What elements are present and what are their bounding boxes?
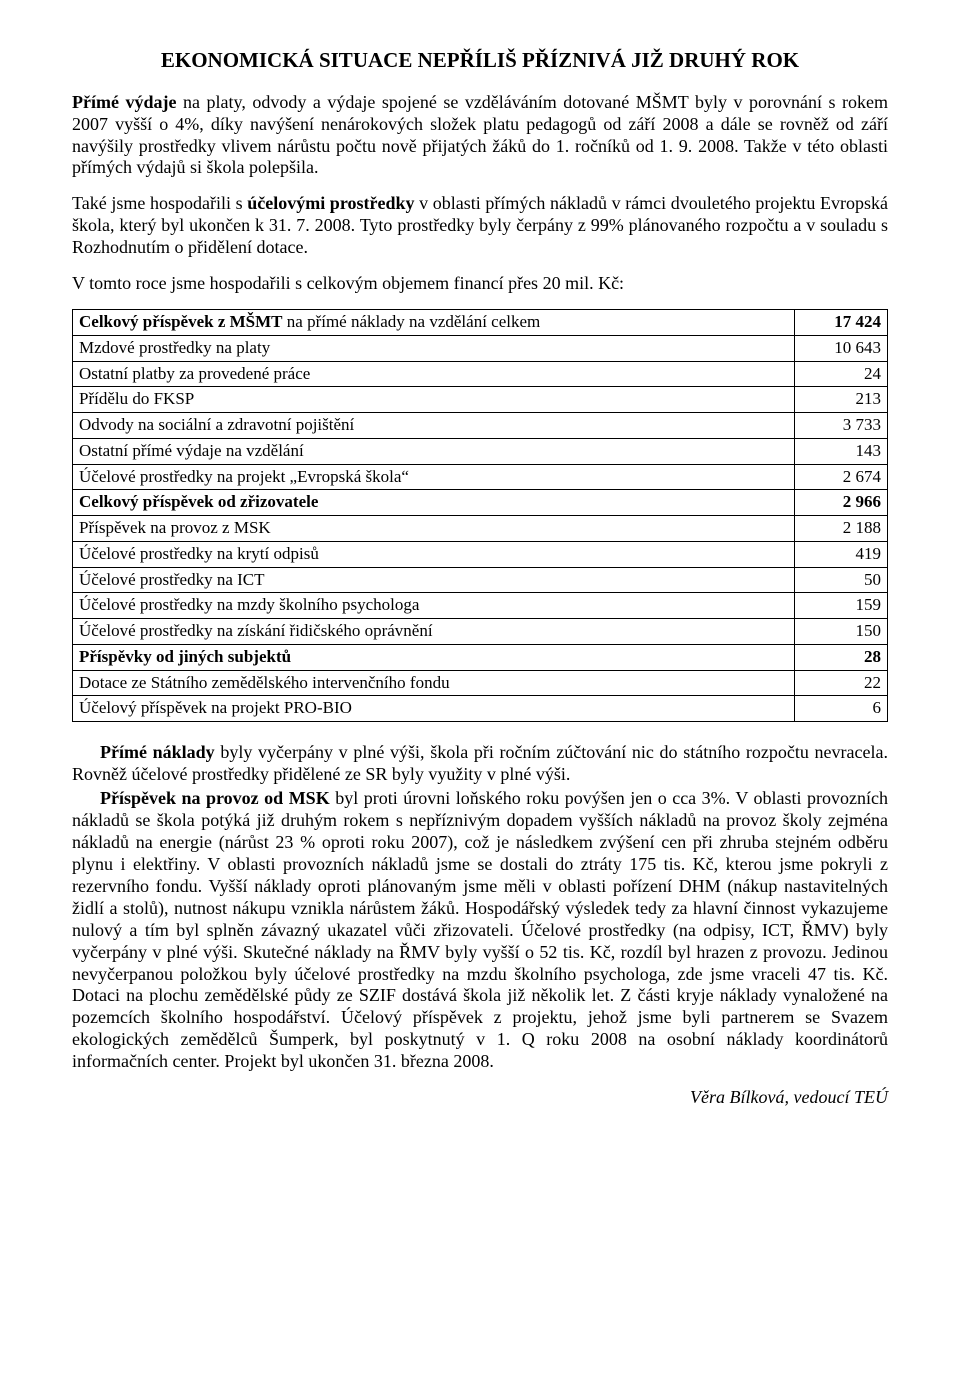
table-cell-label: Mzdové prostředky na platy [73, 335, 795, 361]
table-cell-value: 419 [795, 541, 888, 567]
para5-body: byl proti úrovni loňského roku povýšen j… [72, 788, 888, 1071]
table-row: Příspěvek na provoz z MSK2 188 [73, 516, 888, 542]
table-row: Mzdové prostředky na platy10 643 [73, 335, 888, 361]
table-cell-value: 2 966 [795, 490, 888, 516]
table-cell-value: 50 [795, 567, 888, 593]
paragraph-1: Přímé výdaje na platy, odvody a výdaje s… [72, 92, 888, 180]
signature: Věra Bílková, vedoucí TEÚ [72, 1087, 888, 1109]
table-cell-value: 2 188 [795, 516, 888, 542]
table-cell-value: 28 [795, 644, 888, 670]
page-title: EKONOMICKÁ SITUACE NEPŘÍLIŠ PŘÍZNIVÁ JIŽ… [72, 48, 888, 74]
table-cell-value: 22 [795, 670, 888, 696]
para4-lead: Přímé náklady [100, 742, 215, 762]
table-row: Odvody na sociální a zdravotní pojištění… [73, 413, 888, 439]
table-cell-label: Odvody na sociální a zdravotní pojištění [73, 413, 795, 439]
table-cell-value: 24 [795, 361, 888, 387]
table-row: Dotace ze Státního zemědělského interven… [73, 670, 888, 696]
table-cell-label: Příspěvek na provoz z MSK [73, 516, 795, 542]
paragraph-3: V tomto roce jsme hospodařili s celkovým… [72, 273, 888, 295]
table-cell-label: Příspěvky od jiných subjektů [73, 644, 795, 670]
table-cell-label: Účelové prostředky na krytí odpisů [73, 541, 795, 567]
para1-lead: Přímé výdaje [72, 92, 176, 112]
para2-b: účelovými prostředky [247, 193, 414, 213]
table-cell-value: 17 424 [795, 310, 888, 336]
table-cell-label: Přídělu do FKSP [73, 387, 795, 413]
paragraph-5: Příspěvek na provoz od MSK byl proti úro… [72, 788, 888, 1073]
table-cell-value: 143 [795, 438, 888, 464]
table-row: Účelové prostředky na projekt „Evropská … [73, 464, 888, 490]
table-cell-value: 159 [795, 593, 888, 619]
table-cell-value: 2 674 [795, 464, 888, 490]
table-row: Celkový příspěvek od zřizovatele2 966 [73, 490, 888, 516]
table-cell-value: 10 643 [795, 335, 888, 361]
table-row: Ostatní platby za provedené práce24 [73, 361, 888, 387]
table-cell-label: Ostatní přímé výdaje na vzdělání [73, 438, 795, 464]
table-row: Účelový příspěvek na projekt PRO-BIO6 [73, 696, 888, 722]
finance-table: Celkový příspěvek z MŠMT na přímé náklad… [72, 309, 888, 722]
table-cell-label: Celkový příspěvek od zřizovatele [73, 490, 795, 516]
table-cell-label: Účelové prostředky na ICT [73, 567, 795, 593]
para1-body: na platy, odvody a výdaje spojené se vzd… [72, 92, 888, 178]
table-row: Účelové prostředky na získání řidičského… [73, 619, 888, 645]
table-cell-value: 6 [795, 696, 888, 722]
table-row: Účelové prostředky na krytí odpisů419 [73, 541, 888, 567]
table-cell-value: 150 [795, 619, 888, 645]
table-cell-label: Účelový příspěvek na projekt PRO-BIO [73, 696, 795, 722]
paragraph-2: Také jsme hospodařili s účelovými prostř… [72, 193, 888, 259]
table-row: Účelové prostředky na mzdy školního psyc… [73, 593, 888, 619]
para5-lead: Příspěvek na provoz od MSK [100, 788, 330, 808]
para2-a: Také jsme hospodařili s [72, 193, 247, 213]
table-row: Přídělu do FKSP213 [73, 387, 888, 413]
table-cell-value: 3 733 [795, 413, 888, 439]
paragraph-4: Přímé náklady byly vyčerpány v plné výši… [72, 742, 888, 786]
table-row: Ostatní přímé výdaje na vzdělání143 [73, 438, 888, 464]
table-row: Celkový příspěvek z MŠMT na přímé náklad… [73, 310, 888, 336]
table-cell-value: 213 [795, 387, 888, 413]
table-cell-label: Dotace ze Státního zemědělského interven… [73, 670, 795, 696]
table-cell-label: Celkový příspěvek z MŠMT na přímé náklad… [73, 310, 795, 336]
table-cell-label: Ostatní platby za provedené práce [73, 361, 795, 387]
table-cell-label: Účelové prostředky na mzdy školního psyc… [73, 593, 795, 619]
table-cell-label: Účelové prostředky na projekt „Evropská … [73, 464, 795, 490]
table-row: Účelové prostředky na ICT50 [73, 567, 888, 593]
table-cell-label: Účelové prostředky na získání řidičského… [73, 619, 795, 645]
table-row: Příspěvky od jiných subjektů28 [73, 644, 888, 670]
